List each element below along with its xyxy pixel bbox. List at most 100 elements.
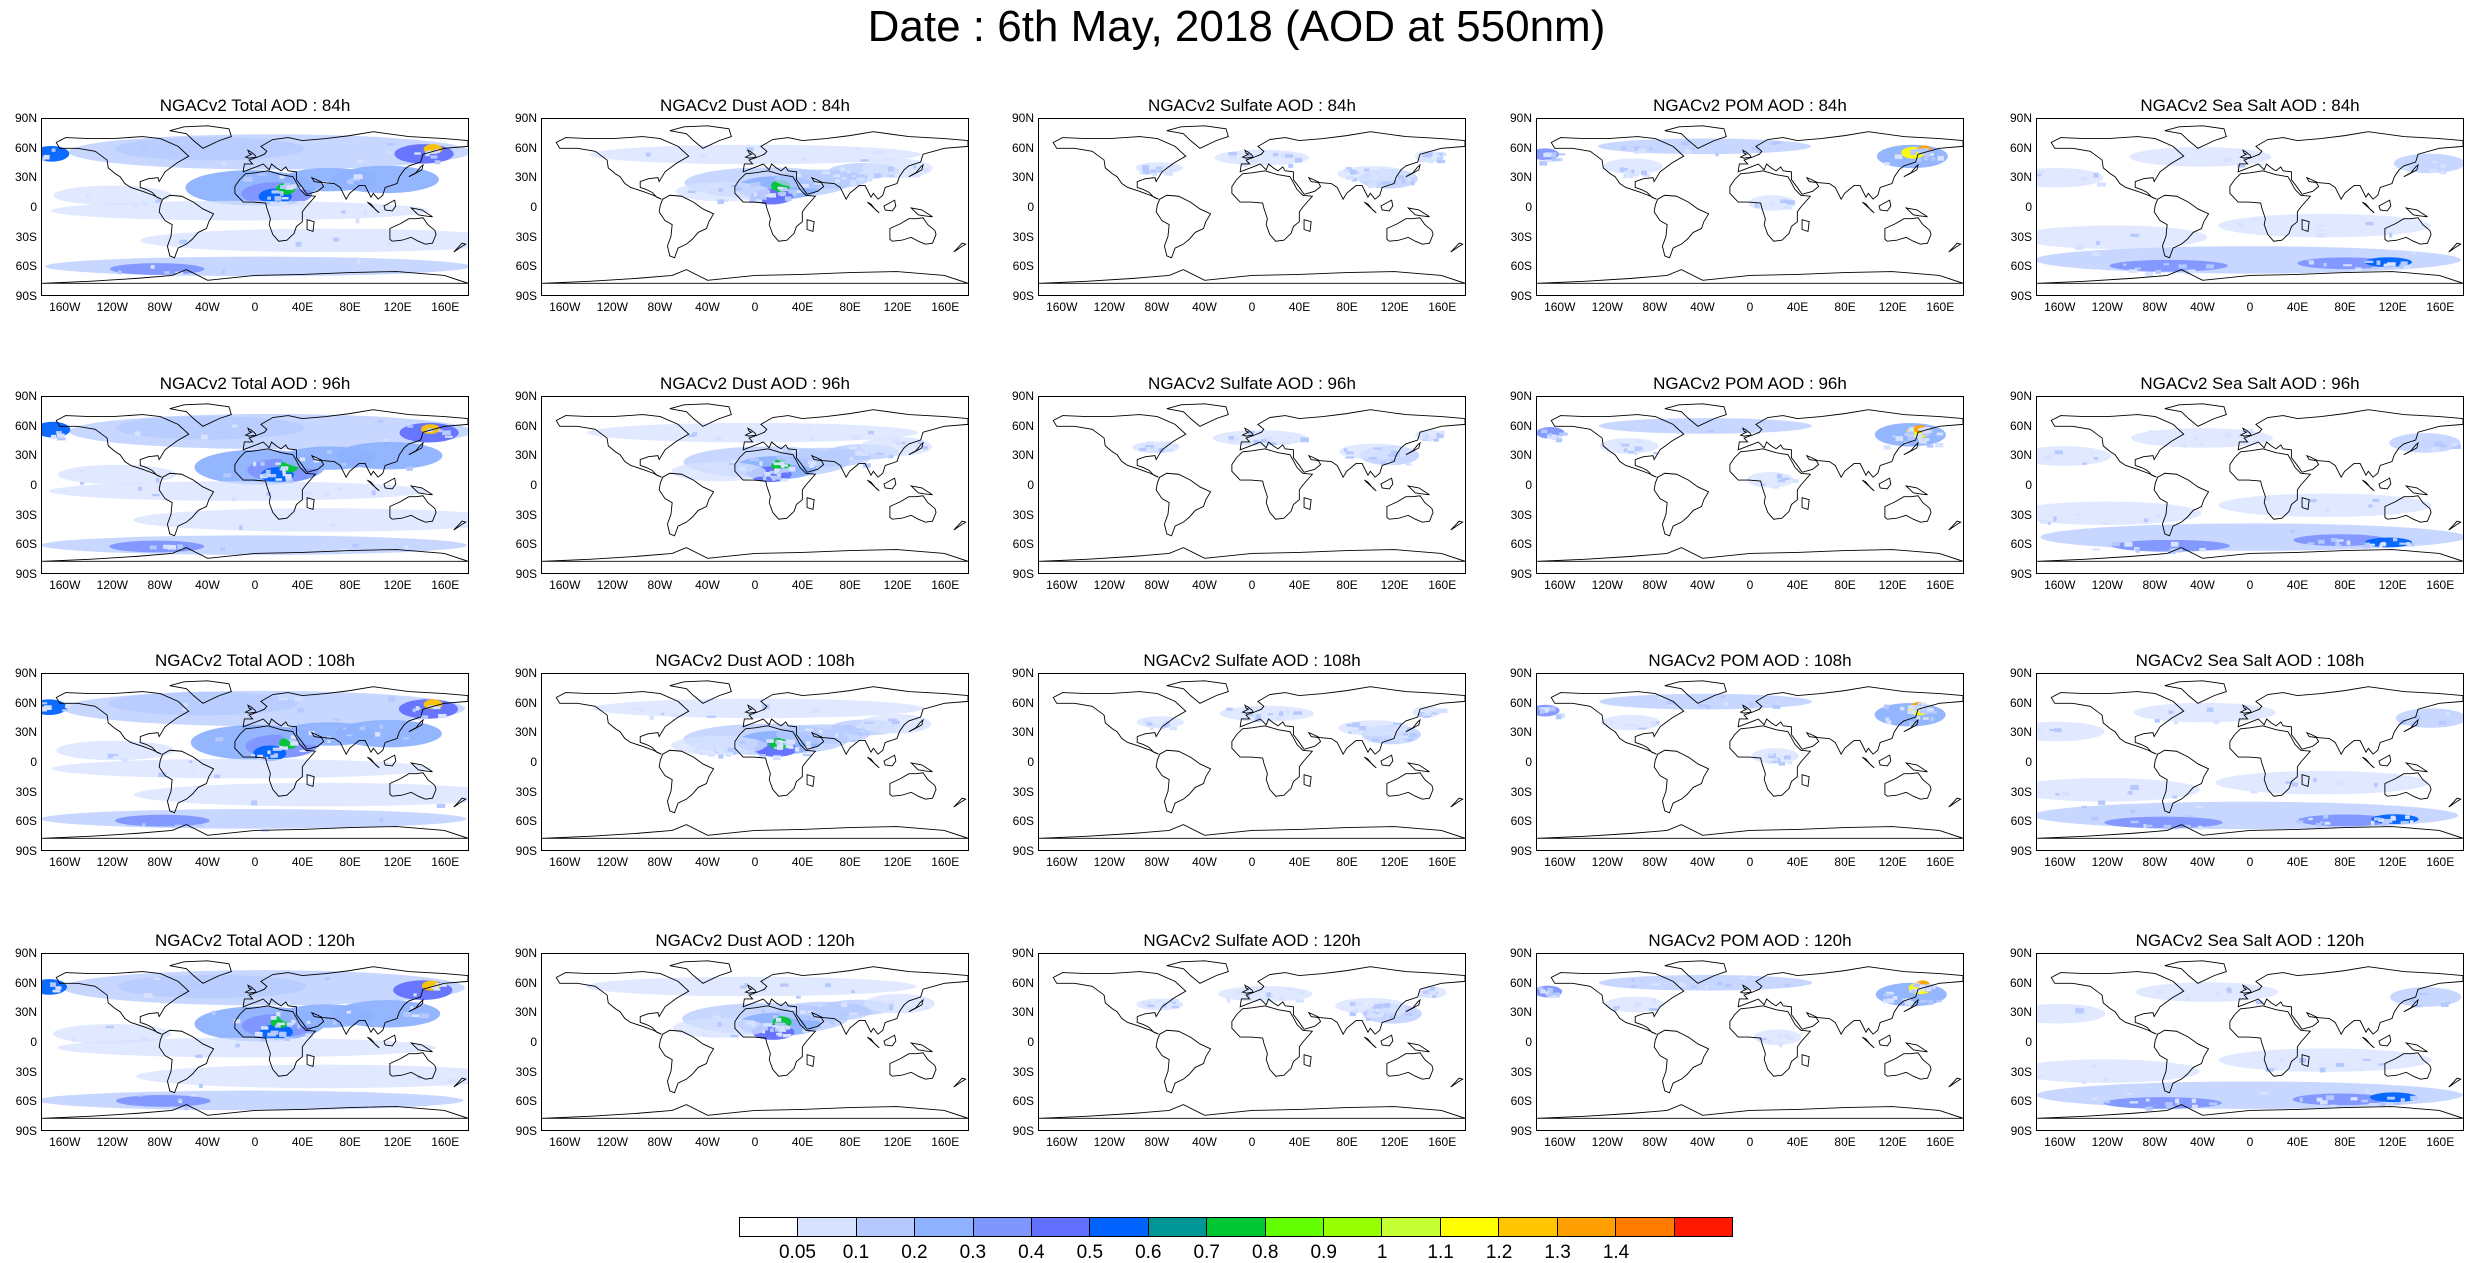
lat-tick-label: 30N (2009, 725, 2032, 740)
lon-tick-label: 160W (2044, 1135, 2076, 1149)
world-map (1537, 680, 1963, 839)
lon-tick-label: 40E (1288, 578, 1311, 592)
lon-tick-label: 160E (1428, 1135, 1457, 1149)
lat-tick-label: 90S (2010, 1124, 2032, 1138)
panel-title: NGACv2 Dust AOD : 108h (655, 651, 855, 670)
figure-title: Date : 6th May, 2018 (AOD at 550nm) (867, 2, 1606, 51)
lat-tick-label: 60N (514, 975, 537, 990)
panel-title: NGACv2 Dust AOD : 120h (655, 931, 855, 950)
aod-field (2037, 702, 2463, 831)
lon-tick-label: 40W (195, 855, 220, 869)
map-frame (2036, 673, 2464, 851)
lon-tick-label: 80W (147, 855, 173, 869)
lat-tick-label: 0 (30, 478, 37, 492)
lat-tick-label: 30N (14, 725, 37, 740)
lon-tick-label: 80E (839, 578, 861, 592)
colorbar-label: 1 (1376, 1242, 1388, 1263)
lon-tick-label: 80W (1642, 1135, 1668, 1149)
lon-tick-label: 40W (2190, 578, 2215, 592)
colorbar-label: 0.1 (842, 1242, 870, 1263)
map-frame (541, 396, 969, 574)
lon-tick-label: 120W (2091, 300, 2123, 314)
lat-tick-label: 60S (515, 1094, 537, 1109)
lon-tick-label: 40W (195, 300, 220, 314)
world-map (1039, 403, 1465, 562)
coastlines (1537, 960, 1963, 1119)
lat-tick-label: 60S (2010, 259, 2032, 274)
lat-tick-label: 90N (14, 389, 37, 403)
lon-tick-label: 40E (791, 855, 814, 869)
lon-tick-label: 120E (383, 578, 412, 592)
lon-tick-label: 160W (1046, 1135, 1078, 1149)
panel-title: NGACv2 Sea Salt AOD : 96h (2140, 374, 2360, 393)
world-map (542, 960, 968, 1119)
lon-tick-label: 40E (2286, 1135, 2309, 1149)
lat-tick-label: 0 (2025, 1035, 2032, 1049)
lat-tick-label: 0 (30, 1035, 37, 1049)
lon-tick-label: 40W (195, 578, 220, 592)
lat-tick-label: 90S (1510, 1124, 1532, 1138)
colorbar-swatch (1207, 1218, 1266, 1236)
lon-tick-label: 160W (549, 300, 581, 314)
lat-tick-label: 60S (515, 537, 537, 552)
lat-tick-label: 60S (1012, 814, 1034, 829)
colorbar-label: 0.7 (1193, 1242, 1220, 1263)
colorbar-swatch (1674, 1218, 1732, 1236)
lon-tick-label: 0 (2246, 855, 2254, 869)
aod-field (2037, 147, 2463, 277)
lon-tick-label: 160E (931, 855, 960, 869)
coastlines (42, 125, 468, 284)
colorbar-label: 1.1 (1427, 1242, 1454, 1263)
lon-tick-label: 80E (2334, 300, 2356, 314)
lon-tick-label: 160E (931, 300, 960, 314)
lat-tick-label: 90N (514, 666, 537, 680)
lon-tick-label: 160W (49, 578, 81, 592)
panel-title: NGACv2 Sulfate AOD : 96h (1148, 374, 1356, 393)
lon-tick-label: 40E (791, 578, 814, 592)
lat-tick-label: 30S (1510, 784, 1532, 799)
coastlines (1039, 403, 1465, 562)
lon-tick-label: 40W (695, 1135, 720, 1149)
lon-tick-label: 80W (2142, 578, 2168, 592)
lon-tick-label: 80W (1144, 1135, 1170, 1149)
panel-title: NGACv2 POM AOD : 108h (1648, 651, 1852, 670)
map-frame (541, 118, 969, 296)
lat-tick-label: 0 (1027, 755, 1034, 769)
lon-tick-label: 40W (2190, 855, 2215, 869)
lon-tick-label: 80E (1834, 578, 1856, 592)
lat-tick-label: 60N (1509, 975, 1532, 990)
lon-tick-label: 80E (1834, 855, 1856, 869)
lon-tick-label: 80E (2334, 578, 2356, 592)
aod-field (1132, 429, 1445, 466)
lon-tick-label: 120W (1093, 300, 1125, 314)
aod-field (1537, 693, 1946, 766)
coastlines (1039, 960, 1465, 1119)
map-frame (1536, 673, 1964, 851)
lon-tick-label: 120W (1591, 300, 1623, 314)
lon-tick-label: 40E (1786, 300, 1809, 314)
lat-tick-label: 90N (2009, 111, 2032, 125)
lon-tick-label: 120E (883, 1135, 912, 1149)
lon-tick-label: 160E (931, 1135, 960, 1149)
lat-tick-label: 0 (2025, 755, 2032, 769)
lat-tick-label: 0 (530, 200, 537, 214)
lon-tick-label: 120E (1878, 1135, 1907, 1149)
lon-tick-label: 120E (2378, 1135, 2407, 1149)
aod-field (1537, 138, 1948, 211)
colorbar-swatch (798, 1218, 857, 1236)
world-map (42, 960, 468, 1119)
aod-field (42, 413, 468, 555)
world-map (1537, 125, 1963, 284)
lon-tick-label: 120W (96, 1135, 128, 1149)
lon-tick-label: 0 (1746, 855, 1754, 869)
lat-tick-label: 30S (1012, 229, 1034, 244)
coastlines (2037, 680, 2463, 839)
aod-field (42, 690, 468, 833)
aod-field (42, 134, 468, 277)
lon-tick-label: 0 (251, 1135, 259, 1149)
panel-title: NGACv2 POM AOD : 120h (1648, 931, 1852, 950)
lon-tick-label: 40W (1192, 1135, 1217, 1149)
lon-tick-label: 120E (1380, 578, 1409, 592)
lon-tick-label: 40E (1786, 855, 1809, 869)
lat-tick-label: 60S (2010, 814, 2032, 829)
